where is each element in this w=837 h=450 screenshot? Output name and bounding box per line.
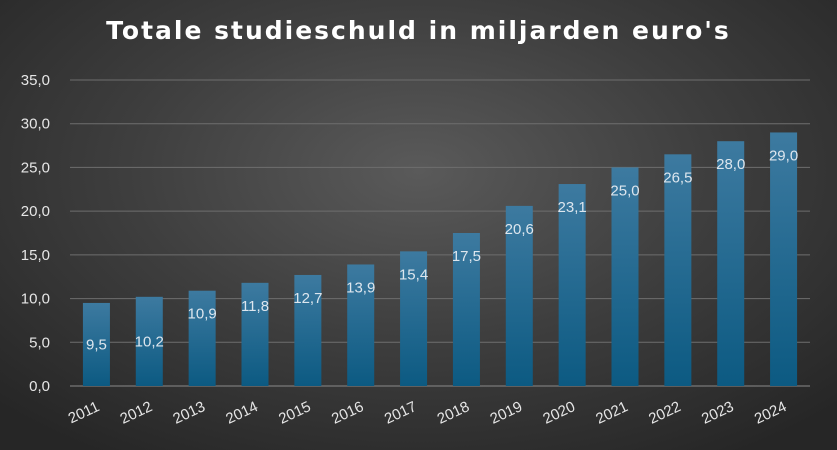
x-tick-label: 2011	[66, 398, 102, 427]
y-tick-label: 5,0	[29, 334, 50, 351]
x-tick-label: 2012	[118, 398, 155, 428]
y-tick-label: 30,0	[21, 116, 50, 133]
bar	[400, 251, 428, 386]
y-tick-label: 35,0	[21, 72, 50, 89]
x-tick-label: 2017	[382, 398, 419, 428]
data-label: 11,8	[241, 298, 269, 315]
x-tick-label: 2016	[329, 398, 366, 428]
x-tick-label: 2018	[435, 398, 472, 428]
bar	[664, 154, 692, 386]
x-tick-label: 2021	[593, 398, 630, 428]
y-tick-label: 15,0	[21, 247, 50, 264]
bar	[241, 282, 269, 386]
data-label: 15,4	[399, 266, 428, 283]
y-tick-label: 20,0	[21, 203, 50, 220]
bar	[135, 296, 163, 386]
gridlines	[70, 79, 810, 387]
data-label: 26,5	[663, 169, 692, 186]
bar	[294, 274, 322, 386]
data-label: 28,0	[716, 156, 745, 173]
x-axis-ticks: 2011 2012 2013 2014 2015 2016 2017 2018 2019 2020…	[66, 398, 790, 428]
chart-title: Totale studieschuld in miljarden euro's	[106, 16, 731, 45]
x-tick-label: 2015	[276, 398, 313, 428]
y-axis-ticks: 0,0 5,0 10,0 15,0 20,0 25,0 30,0 35,0	[21, 72, 50, 395]
y-tick-label: 10,0	[21, 291, 50, 308]
data-label: 10,2	[135, 333, 164, 350]
bar	[717, 141, 745, 386]
bar	[770, 132, 798, 386]
bar	[558, 184, 586, 386]
data-label: 12,7	[293, 290, 322, 307]
data-label: 29,0	[769, 147, 798, 164]
y-tick-label: 0,0	[29, 378, 50, 395]
x-tick-label: 2014	[223, 398, 260, 428]
data-label: 23,1	[558, 199, 587, 216]
x-tick-label: 2022	[646, 398, 683, 428]
x-tick-label: 2013	[170, 398, 207, 428]
x-tick-label: 2019	[488, 398, 525, 428]
data-labels: 9,5 10,2 10,9 11,8 12,7 13,9 15,4 17,5 20,6 23,1 2…	[86, 147, 798, 353]
data-label: 10,9	[188, 306, 217, 323]
data-label: 9,5	[86, 336, 107, 353]
y-tick-label: 25,0	[21, 159, 50, 176]
x-tick-label: 2020	[540, 398, 577, 428]
bar	[452, 233, 480, 386]
bar	[82, 302, 110, 386]
x-tick-label: 2024	[752, 398, 789, 428]
bar	[347, 264, 375, 386]
bar	[188, 290, 216, 386]
data-label: 20,6	[505, 221, 534, 238]
bar	[611, 167, 639, 386]
x-tick-label: 2023	[699, 398, 736, 428]
data-label: 25,0	[610, 182, 639, 199]
data-label: 13,9	[346, 279, 375, 296]
bar	[505, 205, 533, 386]
bars	[82, 132, 798, 386]
data-label: 17,5	[452, 248, 481, 265]
